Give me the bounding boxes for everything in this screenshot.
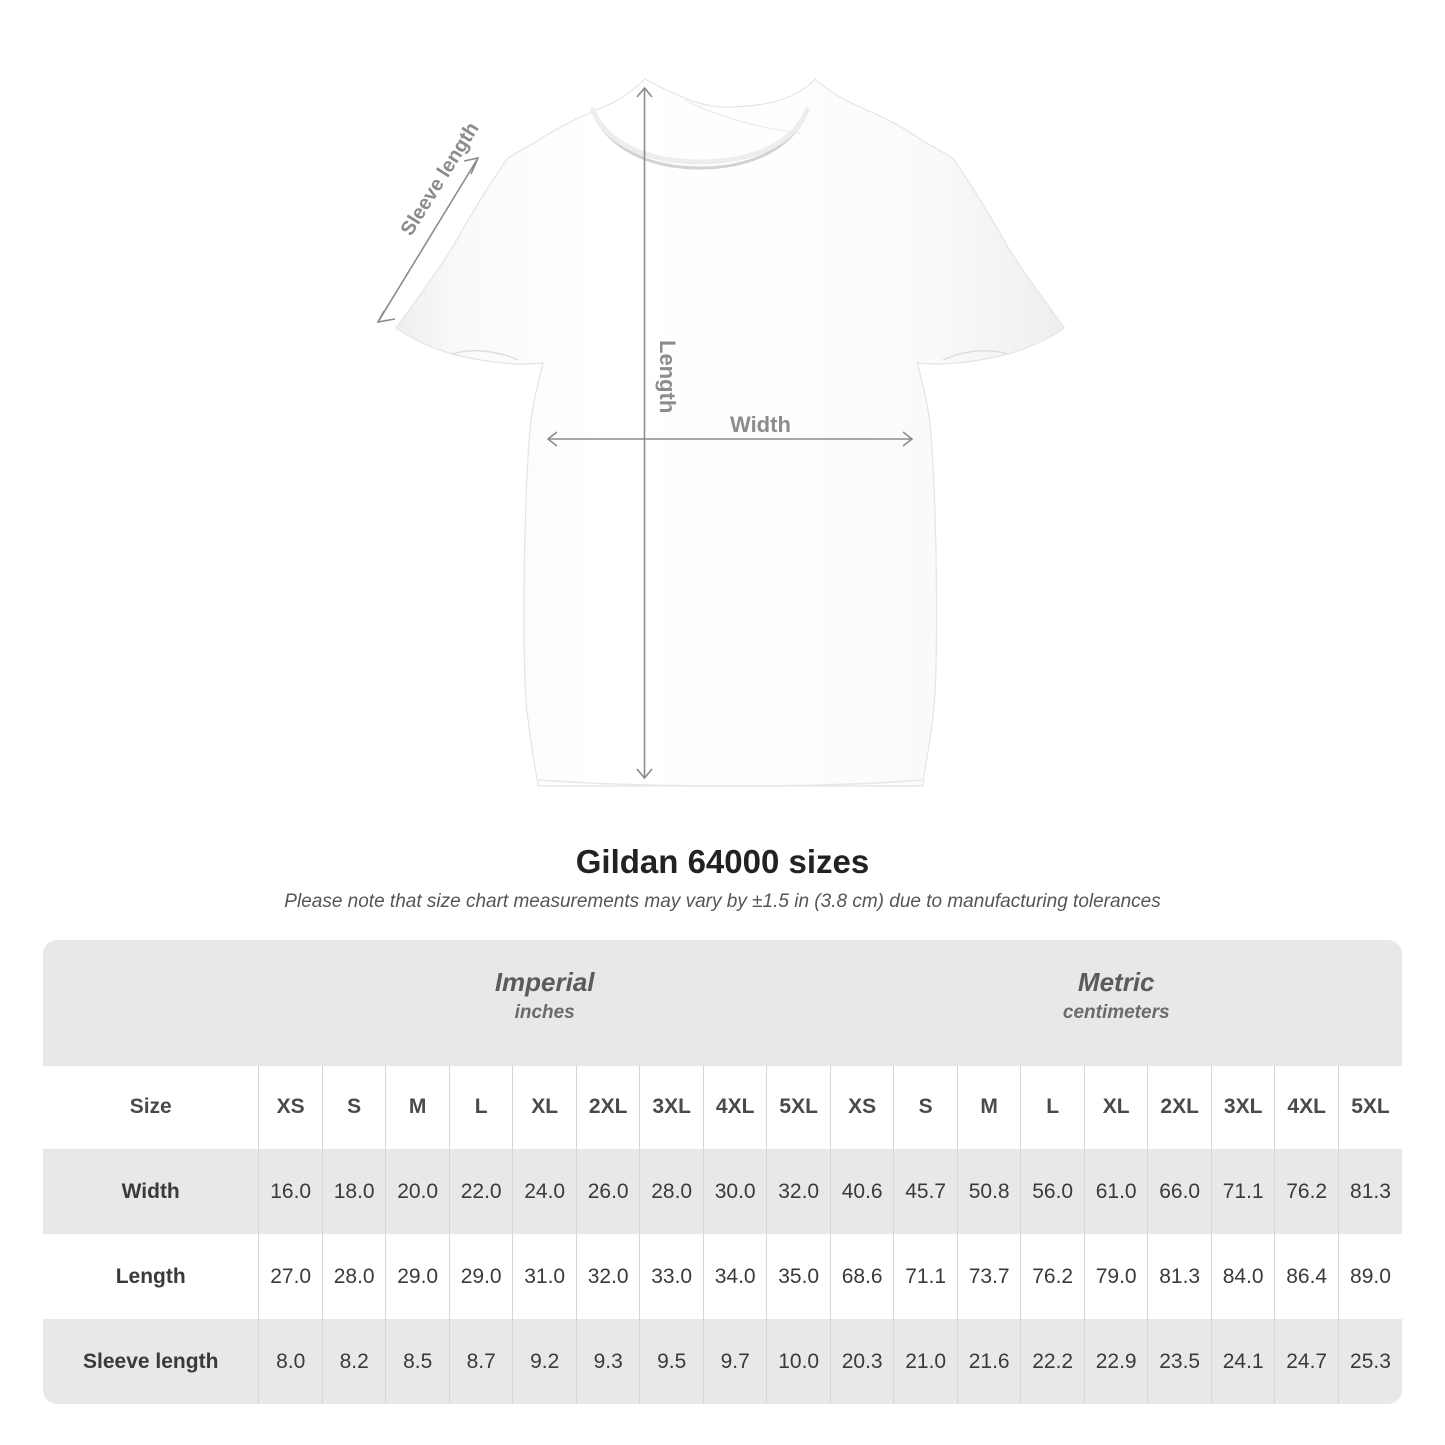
- svg-text:Width: Width: [730, 412, 791, 437]
- svg-text:Length: Length: [655, 340, 680, 413]
